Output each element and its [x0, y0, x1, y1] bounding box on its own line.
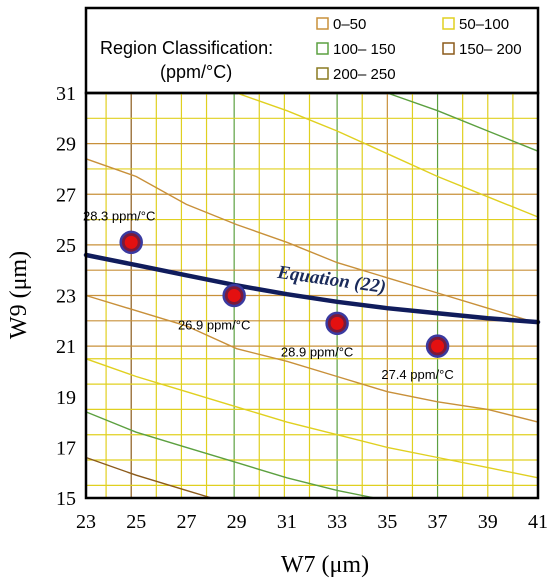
- legend-label-200-250: 200– 250: [333, 66, 396, 83]
- legend-swatch-150-200: [442, 42, 455, 55]
- data-point-label: 26.9 ppm/°C: [178, 318, 250, 333]
- data-point-label: 28.3 ppm/°C: [83, 208, 155, 223]
- legend-label-50-100: 50–100: [459, 16, 509, 33]
- x-tick-label: 25: [126, 511, 146, 533]
- x-tick-label: 31: [277, 511, 297, 533]
- legend-swatch-50-100: [442, 17, 455, 30]
- data-point-label: 28.9 ppm/°C: [281, 344, 353, 359]
- legend-label-150-200: 150– 200: [459, 41, 522, 58]
- data-point-core: [124, 235, 138, 249]
- x-tick-label: 29: [227, 511, 247, 533]
- data-points: [119, 230, 450, 358]
- horizontal-gridlines: [86, 117, 538, 486]
- x-tick-labels: 23 25 27 29 31 33 35 37 39 41: [76, 511, 548, 533]
- legend-swatch-100-150: [316, 42, 329, 55]
- data-point-core: [227, 289, 241, 302]
- contour-line: [236, 92, 539, 218]
- legend-title-line1: Region Classification:: [100, 38, 273, 58]
- contour-line: [85, 456, 212, 499]
- x-tick-label: 37: [428, 511, 448, 533]
- legend-title-line2: (ppm/°C): [160, 62, 232, 82]
- y-tick-label: 29: [56, 134, 76, 156]
- legend-swatch-200-250: [316, 67, 329, 80]
- data-point-core: [330, 316, 344, 330]
- legend-label-0-50: 0–50: [333, 16, 366, 33]
- contour-line: [85, 158, 539, 324]
- legend-frame: [84, 6, 540, 95]
- data-point-labels: 28.3 ppm/°C 26.9 ppm/°C 28.9 ppm/°C 27.4 pp…: [83, 208, 454, 382]
- contour-line: [85, 358, 539, 479]
- x-tick-label: 27: [176, 511, 196, 533]
- legend-label-100-150: 100– 150: [333, 41, 396, 58]
- x-axis-title: W7 (μm): [281, 552, 369, 578]
- x-tick-label: 41: [528, 511, 548, 533]
- y-tick-label: 25: [56, 235, 76, 257]
- data-point-core: [431, 339, 445, 353]
- y-tick-label: 23: [56, 286, 76, 308]
- x-tick-label: 35: [377, 511, 397, 533]
- equation-curve: [83, 252, 541, 325]
- y-tick-label: 21: [56, 336, 76, 358]
- plot-frame: [84, 91, 540, 500]
- contour-line: [85, 294, 539, 423]
- x-tick-label: 33: [327, 511, 347, 533]
- legend-swatch-0-50: [316, 17, 329, 30]
- y-tick-label: 31: [56, 83, 76, 105]
- x-tick-label: 39: [478, 511, 498, 533]
- y-tick-labels: 15 17 19 21 23 25 27 29 31: [56, 83, 76, 510]
- contour-lines: [85, 92, 539, 499]
- x-tick-label: 23: [76, 511, 96, 533]
- y-tick-label: 17: [56, 437, 76, 459]
- y-tick-label: 15: [56, 488, 76, 510]
- contour-line: [387, 92, 539, 152]
- legend: Region Classification: (ppm/°C) 0–50 50–…: [84, 6, 540, 95]
- y-tick-label: 19: [56, 387, 76, 409]
- y-tick-label: 27: [56, 184, 76, 206]
- y-axis-title: W9 (μm): [6, 251, 32, 339]
- data-point-label: 27.4 ppm/°C: [381, 367, 453, 382]
- contour-line: [85, 411, 375, 499]
